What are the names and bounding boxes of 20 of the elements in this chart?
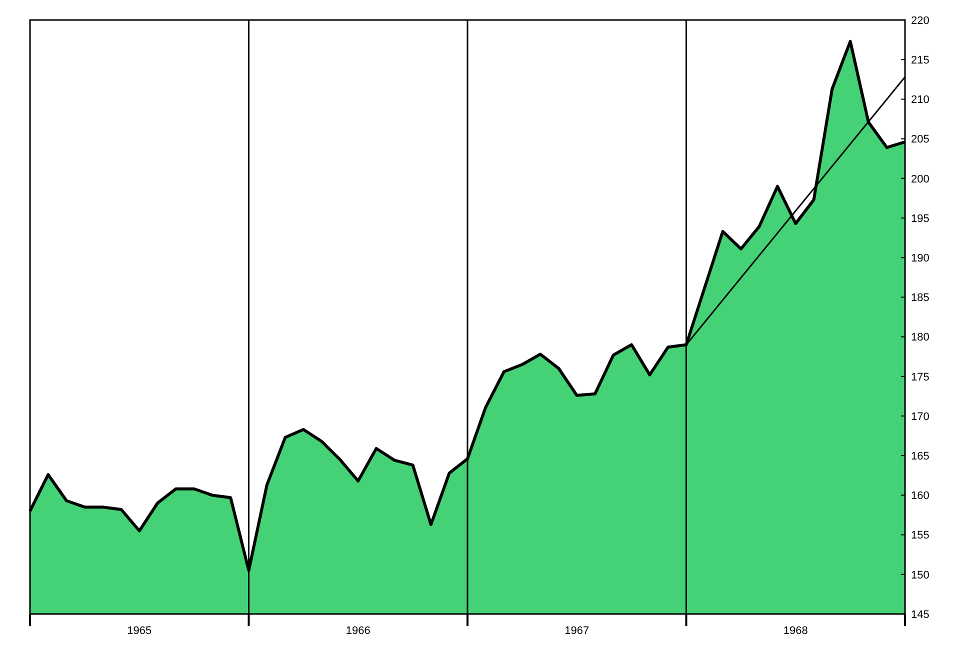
y-tick-label: 175 <box>911 371 930 384</box>
x-tick-label: 1966 <box>346 625 370 637</box>
y-tick-label: 185 <box>911 292 930 304</box>
x-tick-label: 1965 <box>127 625 152 637</box>
y-tick-label: 180 <box>911 332 930 344</box>
y-tick-label: 190 <box>911 252 930 264</box>
y-tick-label: 160 <box>911 490 930 502</box>
x-tick-label: 1968 <box>783 625 808 637</box>
y-tick-label: 170 <box>911 410 930 423</box>
y-tick-label: 220 <box>911 14 930 27</box>
x-tick-label: 1967 <box>564 625 590 637</box>
y-tick-label: 145 <box>911 608 930 621</box>
y-tick-label: 205 <box>911 134 930 146</box>
y-tick-label: 195 <box>911 212 930 225</box>
y-tick-label: 165 <box>911 450 930 462</box>
y-tick-label: 150 <box>911 569 930 582</box>
y-tick-label: 200 <box>911 173 930 186</box>
y-tick-label: 215 <box>911 54 930 66</box>
y-tick-label: 155 <box>911 530 930 542</box>
y-tick-label: 210 <box>911 94 930 106</box>
